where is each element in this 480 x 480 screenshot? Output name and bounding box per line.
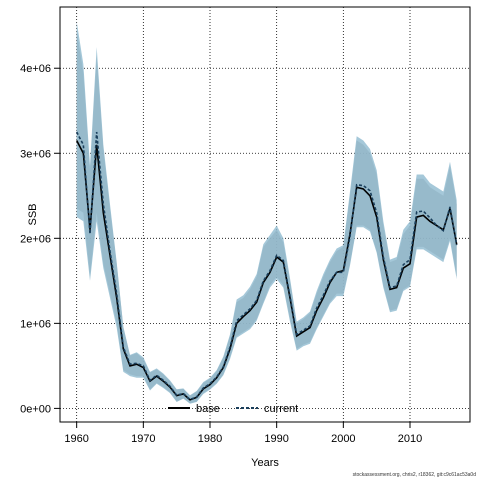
current-legend-label: current <box>264 403 298 415</box>
legend: base current <box>168 403 298 415</box>
axes: 1960 1970 1980 1990 2000 2010 0e+00 1e+06 2e+06 3… <box>20 63 422 445</box>
y-tick-label: 2e+06 <box>20 233 51 245</box>
base-legend-label: base <box>196 403 220 415</box>
x-tick-label: 1960 <box>64 433 88 445</box>
base-confidence-band <box>76 29 457 404</box>
grid-lines <box>60 7 470 422</box>
y-tick-label: 1e+06 <box>20 318 51 330</box>
x-axis-title: Years <box>251 457 279 469</box>
x-tick-label: 1980 <box>198 433 222 445</box>
y-tick-label: 3e+06 <box>20 148 51 160</box>
current-confidence-band <box>76 21 457 404</box>
footnote: stockassessment.org, chris2, r18362, git… <box>352 472 476 478</box>
plot-frame <box>59 6 471 423</box>
x-tick-label: 1990 <box>264 433 288 445</box>
series-lines <box>75 131 458 401</box>
x-tick-label: 2000 <box>331 433 355 445</box>
y-axis-title: SSB <box>27 203 39 225</box>
base-series-line <box>75 140 458 401</box>
y-tick-label: 0e+00 <box>20 403 51 415</box>
x-tick-label: 1970 <box>131 433 155 445</box>
current-series-line <box>75 131 458 401</box>
x-tick-label: 2010 <box>398 433 422 445</box>
y-tick-label: 4e+06 <box>20 63 51 75</box>
confidence-bands <box>76 21 457 404</box>
